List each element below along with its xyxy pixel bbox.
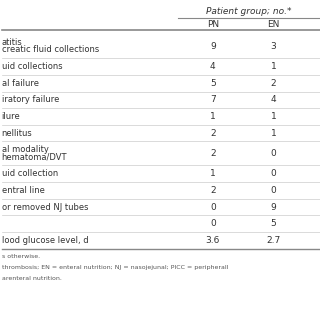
Text: ilure: ilure	[2, 112, 20, 121]
Text: 5: 5	[210, 79, 216, 88]
Text: 4: 4	[210, 62, 216, 71]
Text: 0: 0	[271, 149, 276, 158]
Text: 1: 1	[271, 129, 276, 138]
Text: uid collections: uid collections	[2, 62, 62, 71]
Text: thrombosis; EN = enteral nutrition; NJ = nasojejunal; PICC = peripherall: thrombosis; EN = enteral nutrition; NJ =…	[2, 265, 228, 270]
Text: 1: 1	[210, 169, 216, 178]
Text: 2: 2	[210, 129, 216, 138]
Text: 2.7: 2.7	[267, 236, 281, 245]
Text: EN: EN	[268, 20, 280, 29]
Text: 4: 4	[271, 95, 276, 104]
Text: creatic fluid collections: creatic fluid collections	[2, 45, 99, 54]
Text: 0: 0	[271, 169, 276, 178]
Text: 5: 5	[271, 219, 276, 228]
Text: 2: 2	[210, 149, 216, 158]
Text: arenteral nutrition.: arenteral nutrition.	[2, 276, 61, 281]
Text: 0: 0	[210, 219, 216, 228]
Text: al modality: al modality	[2, 145, 48, 154]
Text: al failure: al failure	[2, 79, 39, 88]
Text: or removed NJ tubes: or removed NJ tubes	[2, 203, 88, 212]
Text: 9: 9	[271, 203, 276, 212]
Text: 2: 2	[210, 186, 216, 195]
Text: s otherwise.: s otherwise.	[2, 254, 40, 260]
Text: atitis: atitis	[2, 38, 22, 47]
Text: Patient group; no.*: Patient group; no.*	[206, 7, 292, 16]
Text: 7: 7	[210, 95, 216, 104]
Text: 2: 2	[271, 79, 276, 88]
Text: entral line: entral line	[2, 186, 44, 195]
Text: uid collection: uid collection	[2, 169, 58, 178]
Text: iratory failure: iratory failure	[2, 95, 59, 104]
Text: 3: 3	[271, 42, 276, 51]
Text: nellitus: nellitus	[2, 129, 32, 138]
Text: 1: 1	[210, 112, 216, 121]
Text: hematoma/DVT: hematoma/DVT	[2, 153, 67, 162]
Text: PN: PN	[207, 20, 219, 29]
Text: lood glucose level, d: lood glucose level, d	[2, 236, 88, 245]
Text: 3.6: 3.6	[206, 236, 220, 245]
Text: 0: 0	[210, 203, 216, 212]
Text: 1: 1	[271, 62, 276, 71]
Text: 9: 9	[210, 42, 216, 51]
Text: 1: 1	[271, 112, 276, 121]
Text: 0: 0	[271, 186, 276, 195]
